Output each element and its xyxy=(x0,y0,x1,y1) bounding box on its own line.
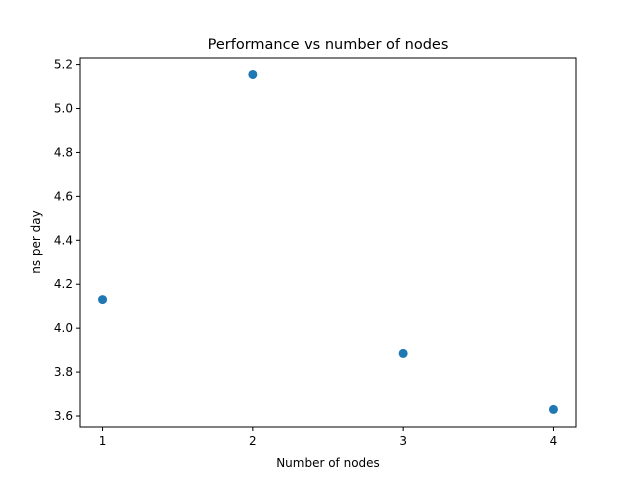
x-axis-ticks: 1 2 3 4 xyxy=(99,427,558,448)
x-tick-label: 3 xyxy=(399,434,407,448)
y-tick-label: 5.0 xyxy=(54,102,73,116)
data-point xyxy=(248,69,258,79)
y-axis-label: ns per day xyxy=(29,210,43,274)
y-tick-label: 3.6 xyxy=(54,409,73,423)
plot-area xyxy=(98,69,558,414)
y-axis-ticks: 3.6 3.8 4.0 4.2 4.4 4.6 4.8 5.0 5.2 xyxy=(54,58,80,423)
x-tick-label: 2 xyxy=(249,434,257,448)
data-point xyxy=(98,295,108,305)
x-axis-label: Number of nodes xyxy=(276,456,380,470)
y-tick-label: 5.2 xyxy=(54,58,73,72)
y-tick-label: 4.4 xyxy=(54,233,73,247)
axes-frame xyxy=(79,57,577,428)
data-point xyxy=(548,404,558,414)
y-tick-label: 4.8 xyxy=(54,145,73,159)
x-tick-label: 4 xyxy=(550,434,558,448)
data-point xyxy=(398,348,408,358)
y-tick-label: 4.2 xyxy=(54,277,73,291)
y-tick-label: 3.8 xyxy=(54,365,73,379)
y-tick-label: 4.6 xyxy=(54,189,73,203)
chart-title: Performance vs number of nodes xyxy=(208,37,449,53)
y-tick-label: 4.0 xyxy=(54,321,73,335)
x-tick-label: 1 xyxy=(99,434,107,448)
